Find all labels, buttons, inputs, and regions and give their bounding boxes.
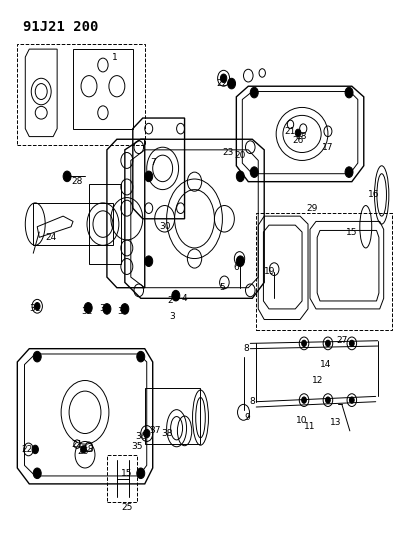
Circle shape (137, 351, 145, 362)
Text: 19: 19 (263, 268, 275, 276)
Circle shape (81, 446, 86, 453)
Text: 3: 3 (170, 312, 176, 321)
Text: 14: 14 (320, 360, 332, 369)
Circle shape (326, 340, 330, 346)
Text: 1: 1 (112, 53, 118, 62)
Text: 22: 22 (217, 79, 228, 88)
Text: 25: 25 (121, 503, 132, 512)
Text: 21: 21 (284, 127, 296, 136)
Circle shape (345, 167, 353, 177)
Text: 21: 21 (71, 440, 83, 449)
Text: 36: 36 (135, 432, 146, 441)
Circle shape (349, 397, 354, 403)
Text: 29: 29 (306, 204, 318, 213)
Text: 34: 34 (117, 307, 129, 316)
Circle shape (137, 468, 145, 479)
Circle shape (295, 129, 301, 136)
Circle shape (349, 340, 354, 346)
Text: 35: 35 (131, 442, 142, 451)
Circle shape (221, 74, 227, 83)
Circle shape (121, 304, 129, 314)
Circle shape (33, 351, 41, 362)
Text: 17: 17 (322, 143, 334, 152)
Text: 91J21 200: 91J21 200 (23, 20, 99, 34)
Text: 5: 5 (219, 283, 225, 292)
Circle shape (63, 171, 71, 182)
Text: 10: 10 (296, 416, 308, 425)
Circle shape (345, 87, 353, 98)
Circle shape (302, 397, 306, 403)
Circle shape (145, 256, 153, 266)
Text: 18: 18 (83, 445, 95, 454)
Text: 26: 26 (77, 447, 89, 456)
Text: 15: 15 (346, 228, 358, 237)
Circle shape (33, 468, 41, 479)
Text: 32: 32 (81, 307, 93, 316)
Text: 30: 30 (159, 222, 170, 231)
Text: 11: 11 (304, 422, 316, 431)
Circle shape (302, 340, 306, 346)
Bar (256, 214, 392, 330)
Circle shape (32, 445, 38, 454)
Text: 27: 27 (336, 336, 348, 345)
Text: 8: 8 (249, 397, 255, 406)
Text: 13: 13 (330, 418, 342, 427)
Text: 18: 18 (296, 132, 308, 141)
Text: 20: 20 (235, 151, 246, 160)
Circle shape (145, 171, 153, 182)
Circle shape (236, 171, 244, 182)
Circle shape (172, 290, 180, 301)
Text: 4: 4 (182, 294, 187, 303)
Circle shape (236, 256, 244, 266)
Text: 37: 37 (149, 426, 160, 435)
Circle shape (250, 87, 258, 98)
Circle shape (34, 303, 40, 310)
Text: 23: 23 (223, 148, 234, 157)
Circle shape (84, 303, 92, 313)
Text: 26: 26 (292, 136, 304, 145)
Text: 24: 24 (46, 233, 57, 242)
Text: 7: 7 (150, 158, 156, 167)
Text: 9: 9 (244, 413, 250, 422)
Text: 38: 38 (161, 429, 172, 438)
Text: 33: 33 (99, 304, 111, 313)
Text: 8: 8 (243, 344, 249, 353)
Circle shape (144, 429, 150, 438)
Circle shape (326, 397, 330, 403)
Text: 15: 15 (121, 469, 133, 478)
Text: 2: 2 (168, 296, 174, 305)
Circle shape (250, 167, 258, 177)
Bar (107, 455, 137, 503)
Circle shape (228, 78, 235, 89)
Text: 12: 12 (312, 376, 324, 385)
Bar (17, 44, 145, 144)
Text: 28: 28 (71, 177, 83, 186)
Text: 16: 16 (368, 190, 379, 199)
Circle shape (103, 304, 111, 314)
Text: 4: 4 (227, 79, 233, 88)
Text: 6: 6 (233, 263, 239, 272)
Text: 31: 31 (30, 304, 41, 313)
Text: 22: 22 (22, 445, 33, 454)
